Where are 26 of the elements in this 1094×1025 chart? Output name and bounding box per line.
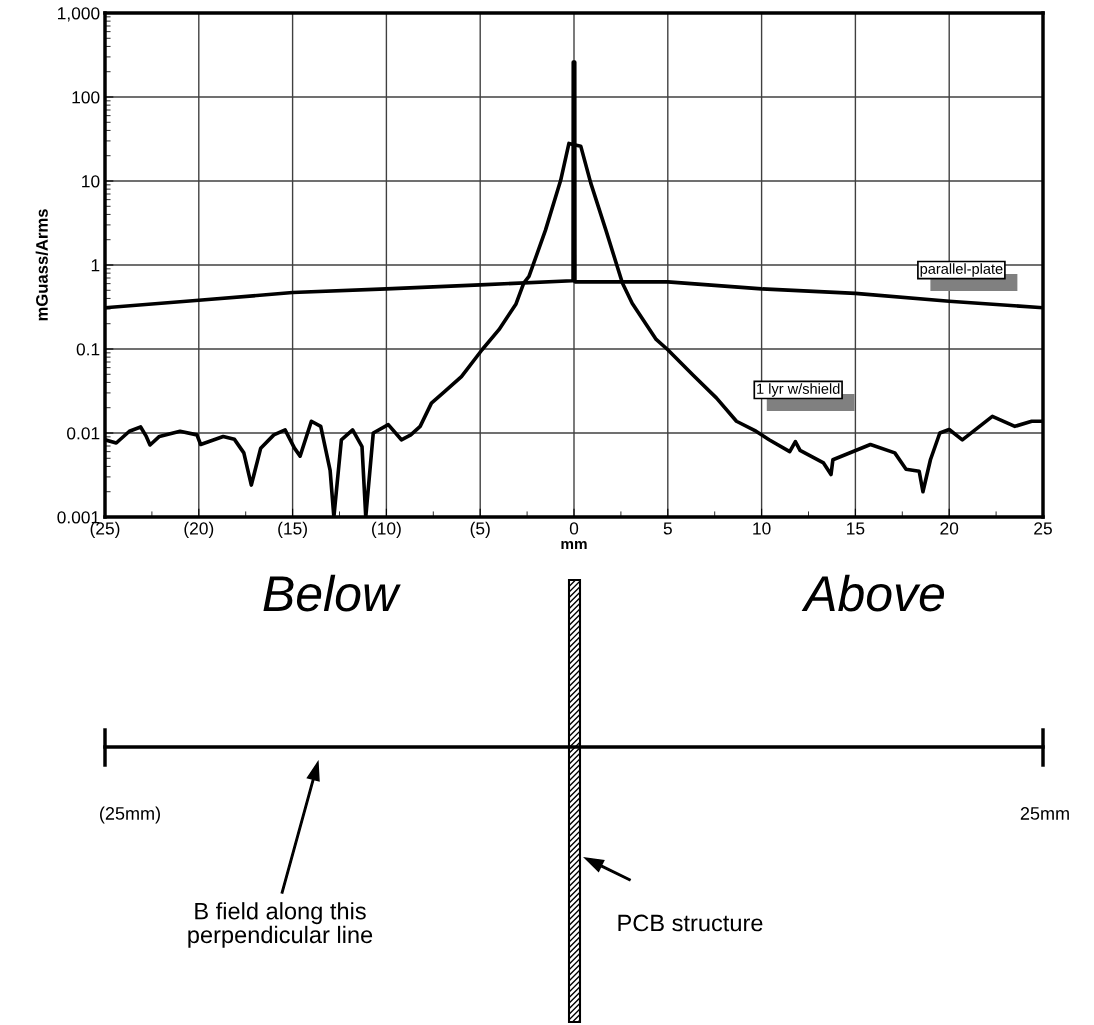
x-tick-label: 20 xyxy=(940,522,959,535)
x-tick-label: 25 xyxy=(1034,522,1052,535)
text: Below xyxy=(263,574,401,612)
y-tick-label: 1 xyxy=(91,259,100,272)
y-tick-label: 100 xyxy=(72,91,100,104)
text: Above xyxy=(801,574,945,612)
x-tick-label: (10) xyxy=(372,521,401,539)
x-tick-label: (15) xyxy=(278,521,307,539)
series-label: parallel-plate xyxy=(920,263,1003,277)
x-tick-label: 0 xyxy=(569,522,579,535)
x-tick-label: (5) xyxy=(470,521,490,539)
text: PCB structure xyxy=(618,914,763,932)
y-tick-label: 1,000 xyxy=(58,7,100,22)
x-tick-label: 10 xyxy=(753,522,771,535)
x-tick-label: 5 xyxy=(663,522,672,535)
y-axis-title: mGuass/Arms xyxy=(35,209,49,321)
x-tick-label: 15 xyxy=(847,522,865,535)
y-tick-label: 0.01 xyxy=(67,427,100,440)
text: 25mm xyxy=(1020,807,1069,820)
y-tick-label: 10 xyxy=(82,175,100,188)
x-tick-label: (20) xyxy=(184,521,214,539)
x-axis-title: mm xyxy=(561,540,587,550)
text: (25mm) xyxy=(100,806,160,824)
text: 1 lyr w/shield xyxy=(757,383,840,397)
y-tick-label: 0.1 xyxy=(76,343,100,356)
text: B field along this perpendicular line xyxy=(188,902,373,948)
